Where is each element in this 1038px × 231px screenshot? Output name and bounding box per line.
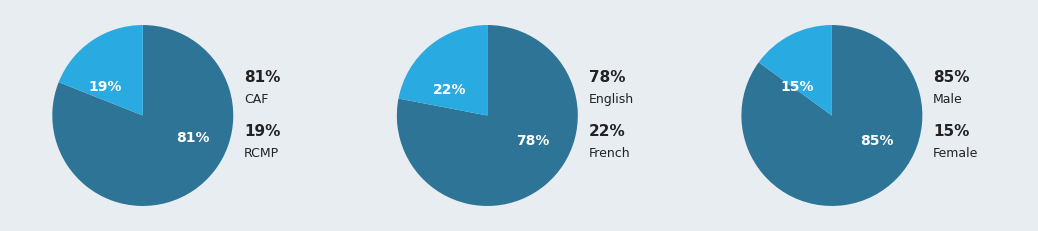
Text: 81%: 81% [175, 131, 210, 145]
Wedge shape [397, 25, 578, 206]
Text: Female: Female [933, 147, 979, 160]
Text: 22%: 22% [433, 83, 466, 97]
Text: 19%: 19% [88, 79, 121, 94]
Text: 85%: 85% [861, 134, 894, 148]
Wedge shape [52, 25, 234, 206]
Text: 85%: 85% [933, 70, 969, 85]
Text: Male: Male [933, 93, 963, 106]
Text: 78%: 78% [516, 134, 549, 148]
Text: French: French [589, 147, 630, 160]
Wedge shape [59, 25, 143, 116]
Text: RCMP: RCMP [244, 147, 279, 160]
Text: 81%: 81% [244, 70, 280, 85]
Text: 78%: 78% [589, 70, 625, 85]
Text: 15%: 15% [933, 124, 969, 139]
Wedge shape [741, 25, 923, 206]
Text: 19%: 19% [244, 124, 280, 139]
Wedge shape [759, 25, 831, 116]
Text: CAF: CAF [244, 93, 269, 106]
Wedge shape [399, 25, 487, 116]
Text: English: English [589, 93, 634, 106]
Text: 15%: 15% [781, 79, 814, 94]
Text: 22%: 22% [589, 124, 626, 139]
